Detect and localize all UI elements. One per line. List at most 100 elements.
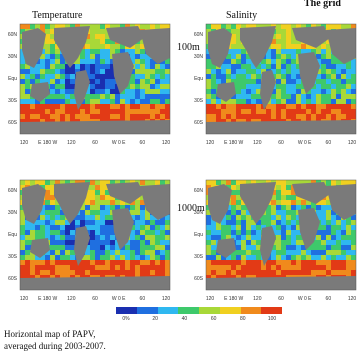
heatmap-cell [100,190,105,195]
heatmap-cell [110,250,115,255]
heatmap-cell [125,24,130,29]
heatmap-cell [346,235,351,240]
heatmap-cell [155,74,160,79]
heatmap-cell [321,99,326,104]
heatmap-cell [140,49,145,54]
heatmap-cell [351,24,356,29]
heatmap-cell [120,99,125,104]
heatmap-cell [236,210,241,215]
heatmap-cell [321,225,326,230]
heatmap-cell [85,205,90,210]
heatmap-cell [140,230,145,235]
heatmap-cell [336,255,341,260]
heatmap-cell [321,54,326,59]
heatmap-cell [100,235,105,240]
heatmap-cell [226,119,231,124]
heatmap-cell [155,79,160,84]
heatmap-cell [216,270,221,275]
heatmap-cell [145,64,150,69]
heatmap-cell [321,265,326,270]
heatmap-cell [100,245,105,250]
heatmap-cell [261,220,266,225]
heatmap-cell [165,260,170,265]
heatmap-cell [50,29,55,34]
heatmap-cell [55,94,60,99]
heatmap-cell [321,220,326,225]
heatmap-cell [115,200,120,205]
heatmap-cell [165,225,170,230]
heatmap-cell [281,24,286,29]
heatmap-cell [331,24,336,29]
heatmap-cell [110,24,115,29]
heatmap-cell [140,109,145,114]
heatmap-cell [256,235,261,240]
heatmap-cell [65,230,70,235]
heatmap-cell [60,24,65,29]
heatmap-cell [95,39,100,44]
heatmap-cell [351,59,356,64]
heatmap-cell [50,79,55,84]
heatmap-cell [286,29,291,34]
heatmap-cell [246,225,251,230]
heatmap-cell [316,250,321,255]
lon-tick-label: 120 [348,296,357,302]
heatmap-cell [70,114,75,119]
heatmap-cell [241,225,246,230]
heatmap-cell [30,119,35,124]
heatmap-cell [45,54,50,59]
heatmap-cell [160,99,165,104]
heatmap-cell [50,34,55,39]
land-mass [240,26,276,68]
heatmap-cell [125,265,130,270]
heatmap-cell [281,270,286,275]
heatmap-cell [140,74,145,79]
heatmap-cell [336,64,341,69]
heatmap-cell [291,54,296,59]
land-mass [140,184,170,220]
heatmap-cell [60,84,65,89]
heatmap-cell [100,260,105,265]
heatmap-cell [211,270,216,275]
heatmap-cell [35,99,40,104]
heatmap-cell [35,180,40,185]
heatmap-cell [45,44,50,49]
heatmap-cell [341,245,346,250]
land-mass [326,28,356,64]
heatmap-cell [251,260,256,265]
heatmap-cell [336,109,341,114]
heatmap-cell [90,205,95,210]
map-panel-salinity-1000m: 60N 30N Equ 30S 60S 120 E 180 W 120 60 W 0 E 60 120 [190,176,363,308]
heatmap-cell [301,265,306,270]
heatmap-cell [40,74,45,79]
heatmap-cell [236,205,241,210]
heatmap-cell [256,64,261,69]
heatmap-cell [206,24,211,29]
heatmap-cell [55,49,60,54]
heatmap-cell [135,200,140,205]
heatmap-cell [246,240,251,245]
heatmap-cell [60,265,65,270]
heatmap-cell [296,180,301,185]
heatmap-cell [65,245,70,250]
heatmap-cell [85,89,90,94]
heatmap-cell [85,59,90,64]
heatmap-cell [276,220,281,225]
heatmap-cell [65,104,70,109]
heatmap-cell [55,44,60,49]
heatmap-cell [241,64,246,69]
heatmap-cell [90,270,95,275]
heatmap-cell [351,94,356,99]
heatmap-cell [145,220,150,225]
heatmap-cell [221,114,226,119]
heatmap-cell [311,250,316,255]
heatmap-cell [160,180,165,185]
heatmap-cell [316,84,321,89]
heatmap-cell [301,180,306,185]
heatmap-cell [85,220,90,225]
lon-tick-label: 60 [278,296,284,302]
heatmap-cell [100,104,105,109]
heatmap-cell [135,240,140,245]
heatmap-cell [140,94,145,99]
heatmap-cell [271,245,276,250]
heatmap-cell [236,104,241,109]
